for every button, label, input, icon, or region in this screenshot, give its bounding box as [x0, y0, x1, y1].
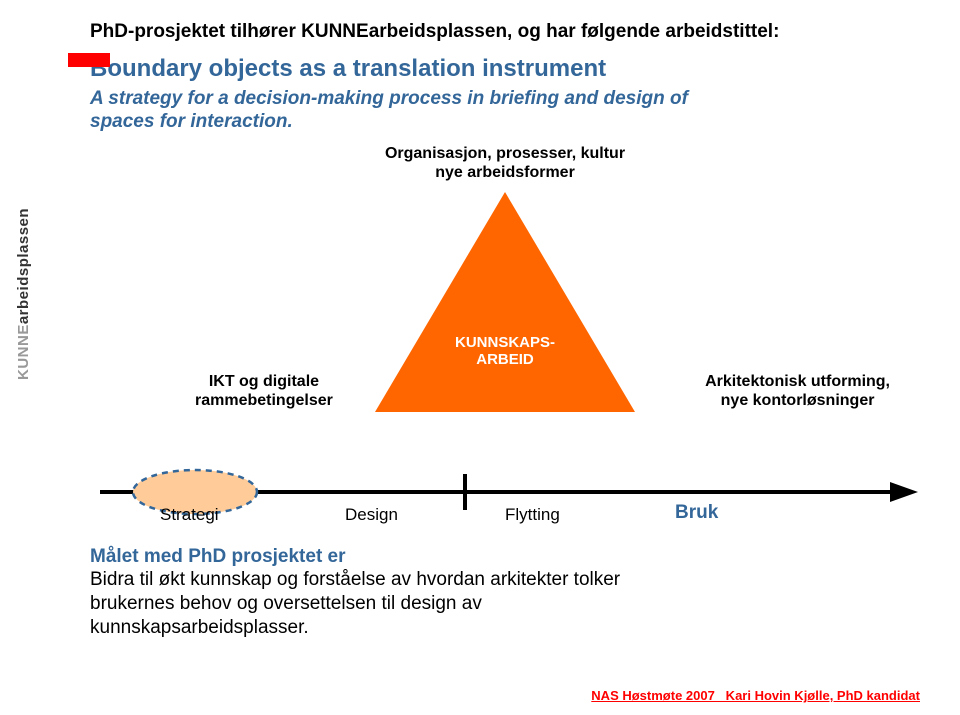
- sidebar-logo: KUNNEarbeidsplassen: [15, 208, 32, 380]
- triangle-diagram: Organisasjon, prosesser, kultur nye arbe…: [90, 144, 920, 444]
- triangle-fill: [375, 192, 635, 412]
- top-line2: nye arbeidsformer: [435, 164, 575, 181]
- page-subtitle: A strategy for a decision-making process…: [90, 87, 920, 135]
- diagram-top-label: Organisasjon, prosesser, kultur nye arbe…: [385, 144, 625, 182]
- tri-label-line1: KUNNSKAPS-: [455, 334, 555, 351]
- goal-body: Bidra til økt kunnskap og forståelse av …: [90, 568, 920, 639]
- top-line1: Organisasjon, prosesser, kultur: [385, 145, 625, 162]
- logo-prefix: KUNNE: [15, 324, 32, 380]
- arrowhead-icon: [890, 482, 918, 502]
- right-line2: nye kontorløsninger: [721, 392, 875, 409]
- timeline-diagram: Strategi Design Flytting Bruk: [90, 462, 920, 542]
- page-title: Boundary objects as a translation instru…: [90, 55, 920, 83]
- timeline-label-bruk: Bruk: [675, 502, 718, 524]
- footer-credit: NAS Høstmøte 2007_ Kari Hovin Kjølle, Ph…: [591, 688, 920, 703]
- left-line1: IKT og digitale: [209, 373, 319, 390]
- timeline-label-design: Design: [345, 505, 398, 525]
- goal-line2: brukernes behov og oversettelsen til des…: [90, 593, 482, 614]
- diagram-left-label: IKT og digitale rammebetingelser: [195, 372, 333, 410]
- diagram-right-label: Arkitektonisk utforming, nye kontorløsni…: [705, 372, 890, 410]
- subtitle-line1: A strategy for a decision-making process…: [90, 88, 688, 109]
- triangle-shape: [375, 192, 635, 412]
- timeline-label-strategi: Strategi: [160, 505, 219, 525]
- goal-heading: Målet med PhD prosjektet er: [90, 546, 920, 568]
- accent-block: [68, 53, 110, 67]
- tri-label-line2: ARBEID: [476, 351, 534, 368]
- goal-line3: kunnskapsarbeidsplasser.: [90, 617, 309, 638]
- left-line2: rammebetingelser: [195, 392, 333, 409]
- triangle-center-label: KUNNSKAPS- ARBEID: [455, 334, 555, 369]
- subtitle-line2: spaces for interaction.: [90, 111, 293, 132]
- logo-suffix: arbeidsplassen: [15, 208, 32, 324]
- goal-line1: Bidra til økt kunnskap og forståelse av …: [90, 569, 620, 590]
- context-heading: PhD-prosjektet tilhører KUNNEarbeidsplas…: [90, 20, 920, 45]
- timeline-label-flytting: Flytting: [505, 505, 560, 525]
- right-line1: Arkitektonisk utforming,: [705, 373, 890, 390]
